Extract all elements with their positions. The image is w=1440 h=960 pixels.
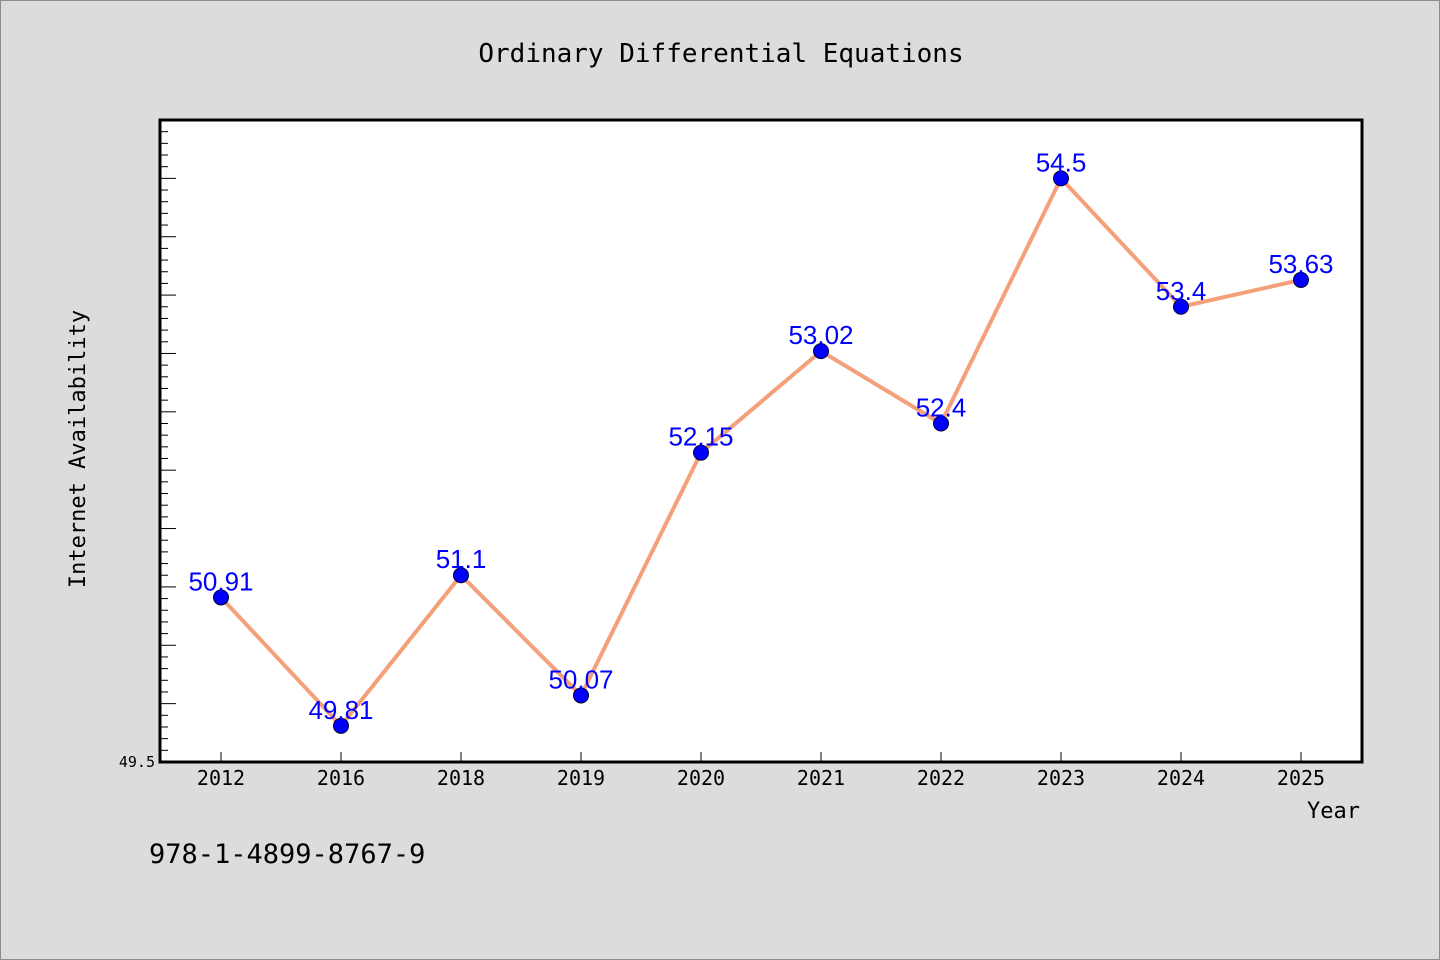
data-point xyxy=(1293,271,1309,288)
data-label: 52.15 xyxy=(668,422,733,452)
data-label: 53.63 xyxy=(1268,249,1333,279)
data-label: 50.91 xyxy=(188,566,253,596)
data-point xyxy=(333,717,349,734)
data-label: 49.81 xyxy=(308,695,373,725)
plot-area xyxy=(158,118,1364,764)
x-axis-label: Year xyxy=(1307,799,1360,824)
x-tick-label: 2018 xyxy=(437,766,485,790)
x-tick-label: 2019 xyxy=(557,766,605,790)
data-label: 50.07 xyxy=(548,664,613,694)
y-tick-label: 49.5 xyxy=(119,753,155,771)
data-point xyxy=(813,343,829,360)
data-point xyxy=(453,567,469,584)
data-label: 51.1 xyxy=(436,544,487,574)
data-label: 53.02 xyxy=(788,320,853,350)
x-axis-ticks: 2012 2016 2018 2019 2020 2021 2022 2023 2024 2025 xyxy=(197,752,1325,790)
data-label: 54.5 xyxy=(1036,147,1087,177)
data-point xyxy=(1173,298,1189,315)
y-axis-ticks: 49.5 xyxy=(119,131,176,771)
x-tick-label: 2012 xyxy=(197,766,245,790)
data-point xyxy=(1053,170,1069,187)
x-tick-label: 2025 xyxy=(1277,766,1325,790)
data-label: 52.4 xyxy=(916,392,967,422)
chart-title: Ordinary Differential Equations xyxy=(478,39,963,69)
data-label: 53.4 xyxy=(1156,276,1207,306)
series-markers xyxy=(213,170,1309,734)
x-tick-label: 2021 xyxy=(797,766,845,790)
data-point xyxy=(213,589,229,606)
x-tick-label: 2016 xyxy=(317,766,365,790)
x-tick-label: 2022 xyxy=(917,766,965,790)
data-point xyxy=(933,415,949,432)
data-point xyxy=(693,444,709,461)
data-point xyxy=(573,687,589,704)
y-axis-label: Internet Availability xyxy=(66,310,91,588)
isbn-footer: 978-1-4899-8767-9 xyxy=(149,839,425,870)
series-line xyxy=(219,176,1303,728)
x-tick-label: 2020 xyxy=(677,766,725,790)
x-tick-label: 2023 xyxy=(1037,766,1085,790)
data-labels: 50.91 49.81 51.1 50.07 52.15 53.02 52.4 54.5 53.… xyxy=(188,147,1333,724)
series-line-group xyxy=(219,176,1303,728)
x-tick-label: 2024 xyxy=(1157,766,1205,790)
